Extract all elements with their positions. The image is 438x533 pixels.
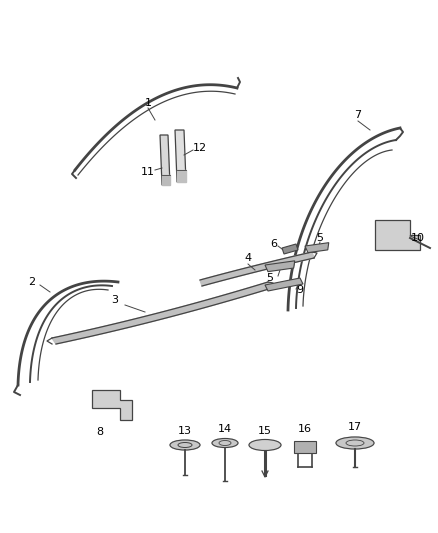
Text: 9: 9	[297, 285, 304, 295]
Text: 1: 1	[145, 98, 152, 108]
Text: 7: 7	[354, 110, 361, 120]
Polygon shape	[160, 135, 170, 185]
Polygon shape	[305, 243, 329, 253]
Text: 10: 10	[411, 233, 425, 243]
Ellipse shape	[170, 440, 200, 450]
Polygon shape	[177, 170, 186, 182]
Polygon shape	[294, 441, 316, 453]
Text: 13: 13	[178, 426, 192, 436]
Polygon shape	[265, 278, 303, 291]
Text: 11: 11	[141, 167, 155, 177]
Text: 14: 14	[218, 424, 232, 434]
Polygon shape	[265, 261, 295, 272]
Polygon shape	[200, 252, 314, 286]
Text: 6: 6	[271, 239, 278, 249]
Ellipse shape	[249, 440, 281, 450]
Polygon shape	[375, 220, 420, 250]
Ellipse shape	[212, 439, 238, 448]
Text: 16: 16	[298, 424, 312, 434]
Text: 2: 2	[28, 277, 35, 287]
Polygon shape	[175, 130, 186, 182]
Text: 5: 5	[317, 233, 324, 243]
Text: 8: 8	[96, 427, 103, 437]
Text: 4: 4	[244, 253, 251, 263]
Text: 5: 5	[266, 273, 273, 283]
Polygon shape	[282, 244, 298, 254]
Polygon shape	[162, 175, 170, 185]
Text: 15: 15	[258, 426, 272, 436]
Text: 17: 17	[348, 422, 362, 432]
Polygon shape	[52, 282, 272, 344]
Text: 3: 3	[112, 295, 119, 305]
Text: 12: 12	[193, 143, 207, 153]
Ellipse shape	[336, 437, 374, 449]
Polygon shape	[92, 390, 132, 420]
